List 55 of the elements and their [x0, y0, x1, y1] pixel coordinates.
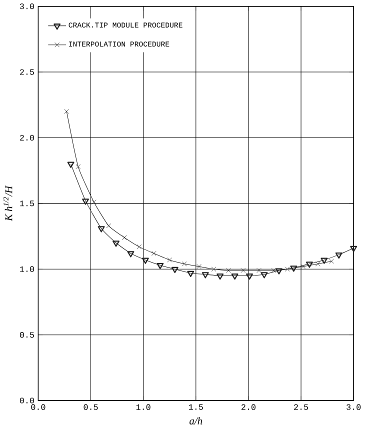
x-tick-label: 0.5 [84, 404, 98, 410]
point [285, 266, 290, 272]
point [98, 226, 105, 232]
x-axis-title: a/h [190, 417, 202, 425]
point [106, 223, 112, 228]
point [182, 261, 187, 266]
x-tick-label: 1.5 [189, 404, 204, 410]
point [156, 262, 164, 270]
point [64, 109, 70, 114]
point [276, 268, 283, 274]
point [290, 266, 298, 272]
point [112, 240, 120, 247]
point [202, 272, 210, 278]
point [216, 273, 224, 280]
point [226, 268, 232, 273]
point [336, 252, 343, 259]
y-tick-label: 3.0 [20, 4, 34, 10]
point [212, 266, 216, 272]
y-tick-label: 2.0 [20, 134, 34, 141]
y-tick-label: 0.0 [20, 398, 34, 404]
point [256, 268, 262, 273]
point [232, 273, 238, 280]
x-tick-label: 1.0 [136, 404, 151, 410]
point [246, 273, 254, 280]
point [172, 266, 179, 274]
point [187, 270, 194, 278]
point [122, 235, 128, 240]
point [350, 246, 358, 252]
point [167, 258, 172, 262]
point [316, 261, 320, 266]
point [196, 264, 202, 269]
y-tick-label: 2.5 [20, 69, 34, 75]
point [68, 162, 74, 168]
y-axis-title: K h$^{1/2}$/H [4, 185, 12, 222]
y-tick-label: 0.5 [20, 332, 34, 338]
x-tick-label: 2.0 [242, 404, 256, 410]
point [76, 164, 81, 170]
point [92, 200, 97, 205]
point [82, 198, 90, 205]
point [240, 268, 246, 273]
point [329, 258, 334, 264]
point [260, 272, 268, 278]
y-tick-label: 1.5 [20, 200, 34, 206]
point [152, 250, 156, 256]
point [320, 258, 328, 264]
x-tick-label: 0.0 [31, 404, 46, 410]
point [142, 258, 150, 264]
point [306, 262, 314, 268]
x-tick-label: 3.0 [346, 404, 361, 410]
y-tick-label: 1.0 [20, 266, 34, 272]
x-tick-label: 2.5 [294, 404, 308, 410]
point [127, 251, 134, 258]
point [300, 264, 306, 269]
point [136, 244, 142, 250]
point [271, 268, 276, 273]
